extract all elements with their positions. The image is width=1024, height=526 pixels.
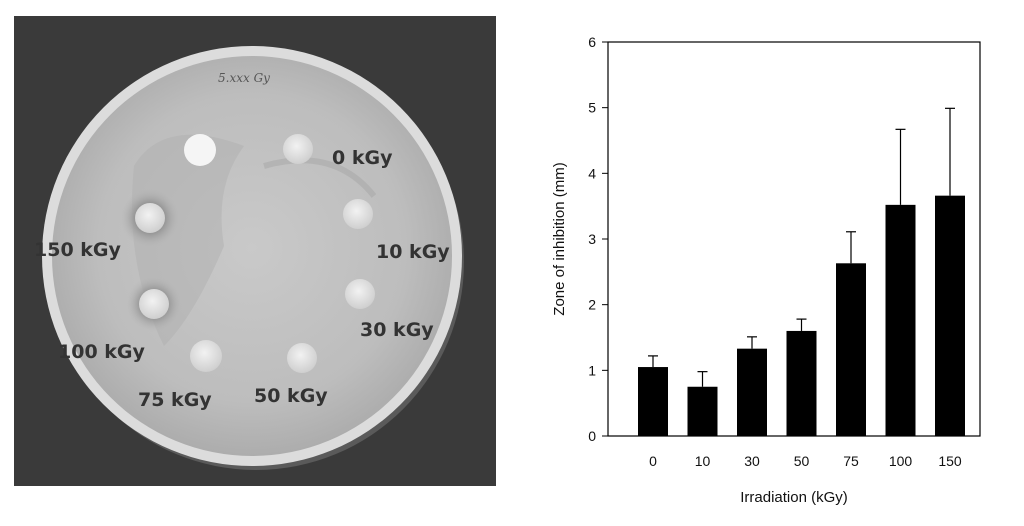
y-tick-label: 5 (588, 100, 596, 116)
bar-50 (786, 330, 817, 436)
disc-150kgy (135, 203, 165, 233)
y-tick-label: 0 (588, 428, 596, 444)
disc-50kgy (287, 343, 317, 373)
agar-plate-photo: 5.xxx Gy 0 kGy 10 kGy 30 kGy 50 kGy 75 k… (14, 16, 496, 486)
disc-label-30: 30 kGy (360, 319, 434, 341)
disc-label-10: 10 kGy (376, 241, 450, 263)
x-axis-title: Irradiation (kGy) (740, 489, 848, 506)
x-tick-label-0: 0 (649, 453, 657, 469)
control-disc (184, 134, 216, 166)
y-tick-label: 4 (588, 165, 596, 181)
inhibition-bar-chart: 0 1 2 3 4 5 6 0 10 30 50 75 100 150 Zone of inhibiti… (540, 24, 1000, 514)
y-axis-ticks: 0 1 2 3 4 5 6 (588, 34, 608, 444)
disc-30kgy (345, 279, 375, 309)
bar-100 (885, 204, 916, 436)
y-tick-label: 6 (588, 34, 596, 50)
disc-label-100: 100 kGy (58, 341, 146, 363)
disc-75kgy (190, 340, 222, 372)
x-tick-label-75: 75 (843, 453, 859, 469)
disc-label-150: 150 kGy (34, 239, 122, 261)
x-tick-label-150: 150 (938, 453, 962, 469)
bar-10 (687, 386, 718, 436)
plate-marking: 5.xxx Gy (218, 71, 270, 85)
x-tick-label-10: 10 (695, 453, 711, 469)
bars-group (638, 107, 965, 436)
y-tick-label: 3 (588, 231, 596, 247)
bar-0 (638, 367, 668, 436)
disc-label-75: 75 kGy (138, 389, 212, 411)
x-tick-label-30: 30 (744, 453, 760, 469)
x-tick-label-100: 100 (889, 453, 913, 469)
agar-plate-image: 5.xxx Gy 0 kGy 10 kGy 30 kGy 50 kGy 75 k… (14, 16, 496, 486)
bacterial-streak-mark (263, 157, 377, 198)
disc-100kgy (139, 289, 169, 319)
disc-0kgy (283, 134, 313, 164)
bar-30 (737, 348, 767, 436)
y-tick-label: 2 (588, 297, 596, 313)
x-axis-ticks: 0 10 30 50 75 100 150 (649, 453, 962, 469)
x-tick-label-50: 50 (794, 453, 810, 469)
bar-75 (836, 263, 866, 436)
y-tick-label: 1 (588, 362, 596, 378)
chart-svg: 0 1 2 3 4 5 6 0 10 30 50 75 100 150 Zone of inhibiti… (551, 34, 981, 506)
disc-10kgy (343, 199, 373, 229)
bar-150 (935, 195, 965, 436)
y-axis-title: Zone of inhibition (mm) (551, 162, 568, 315)
disc-label-0: 0 kGy (332, 147, 393, 169)
disc-label-50: 50 kGy (254, 385, 328, 407)
